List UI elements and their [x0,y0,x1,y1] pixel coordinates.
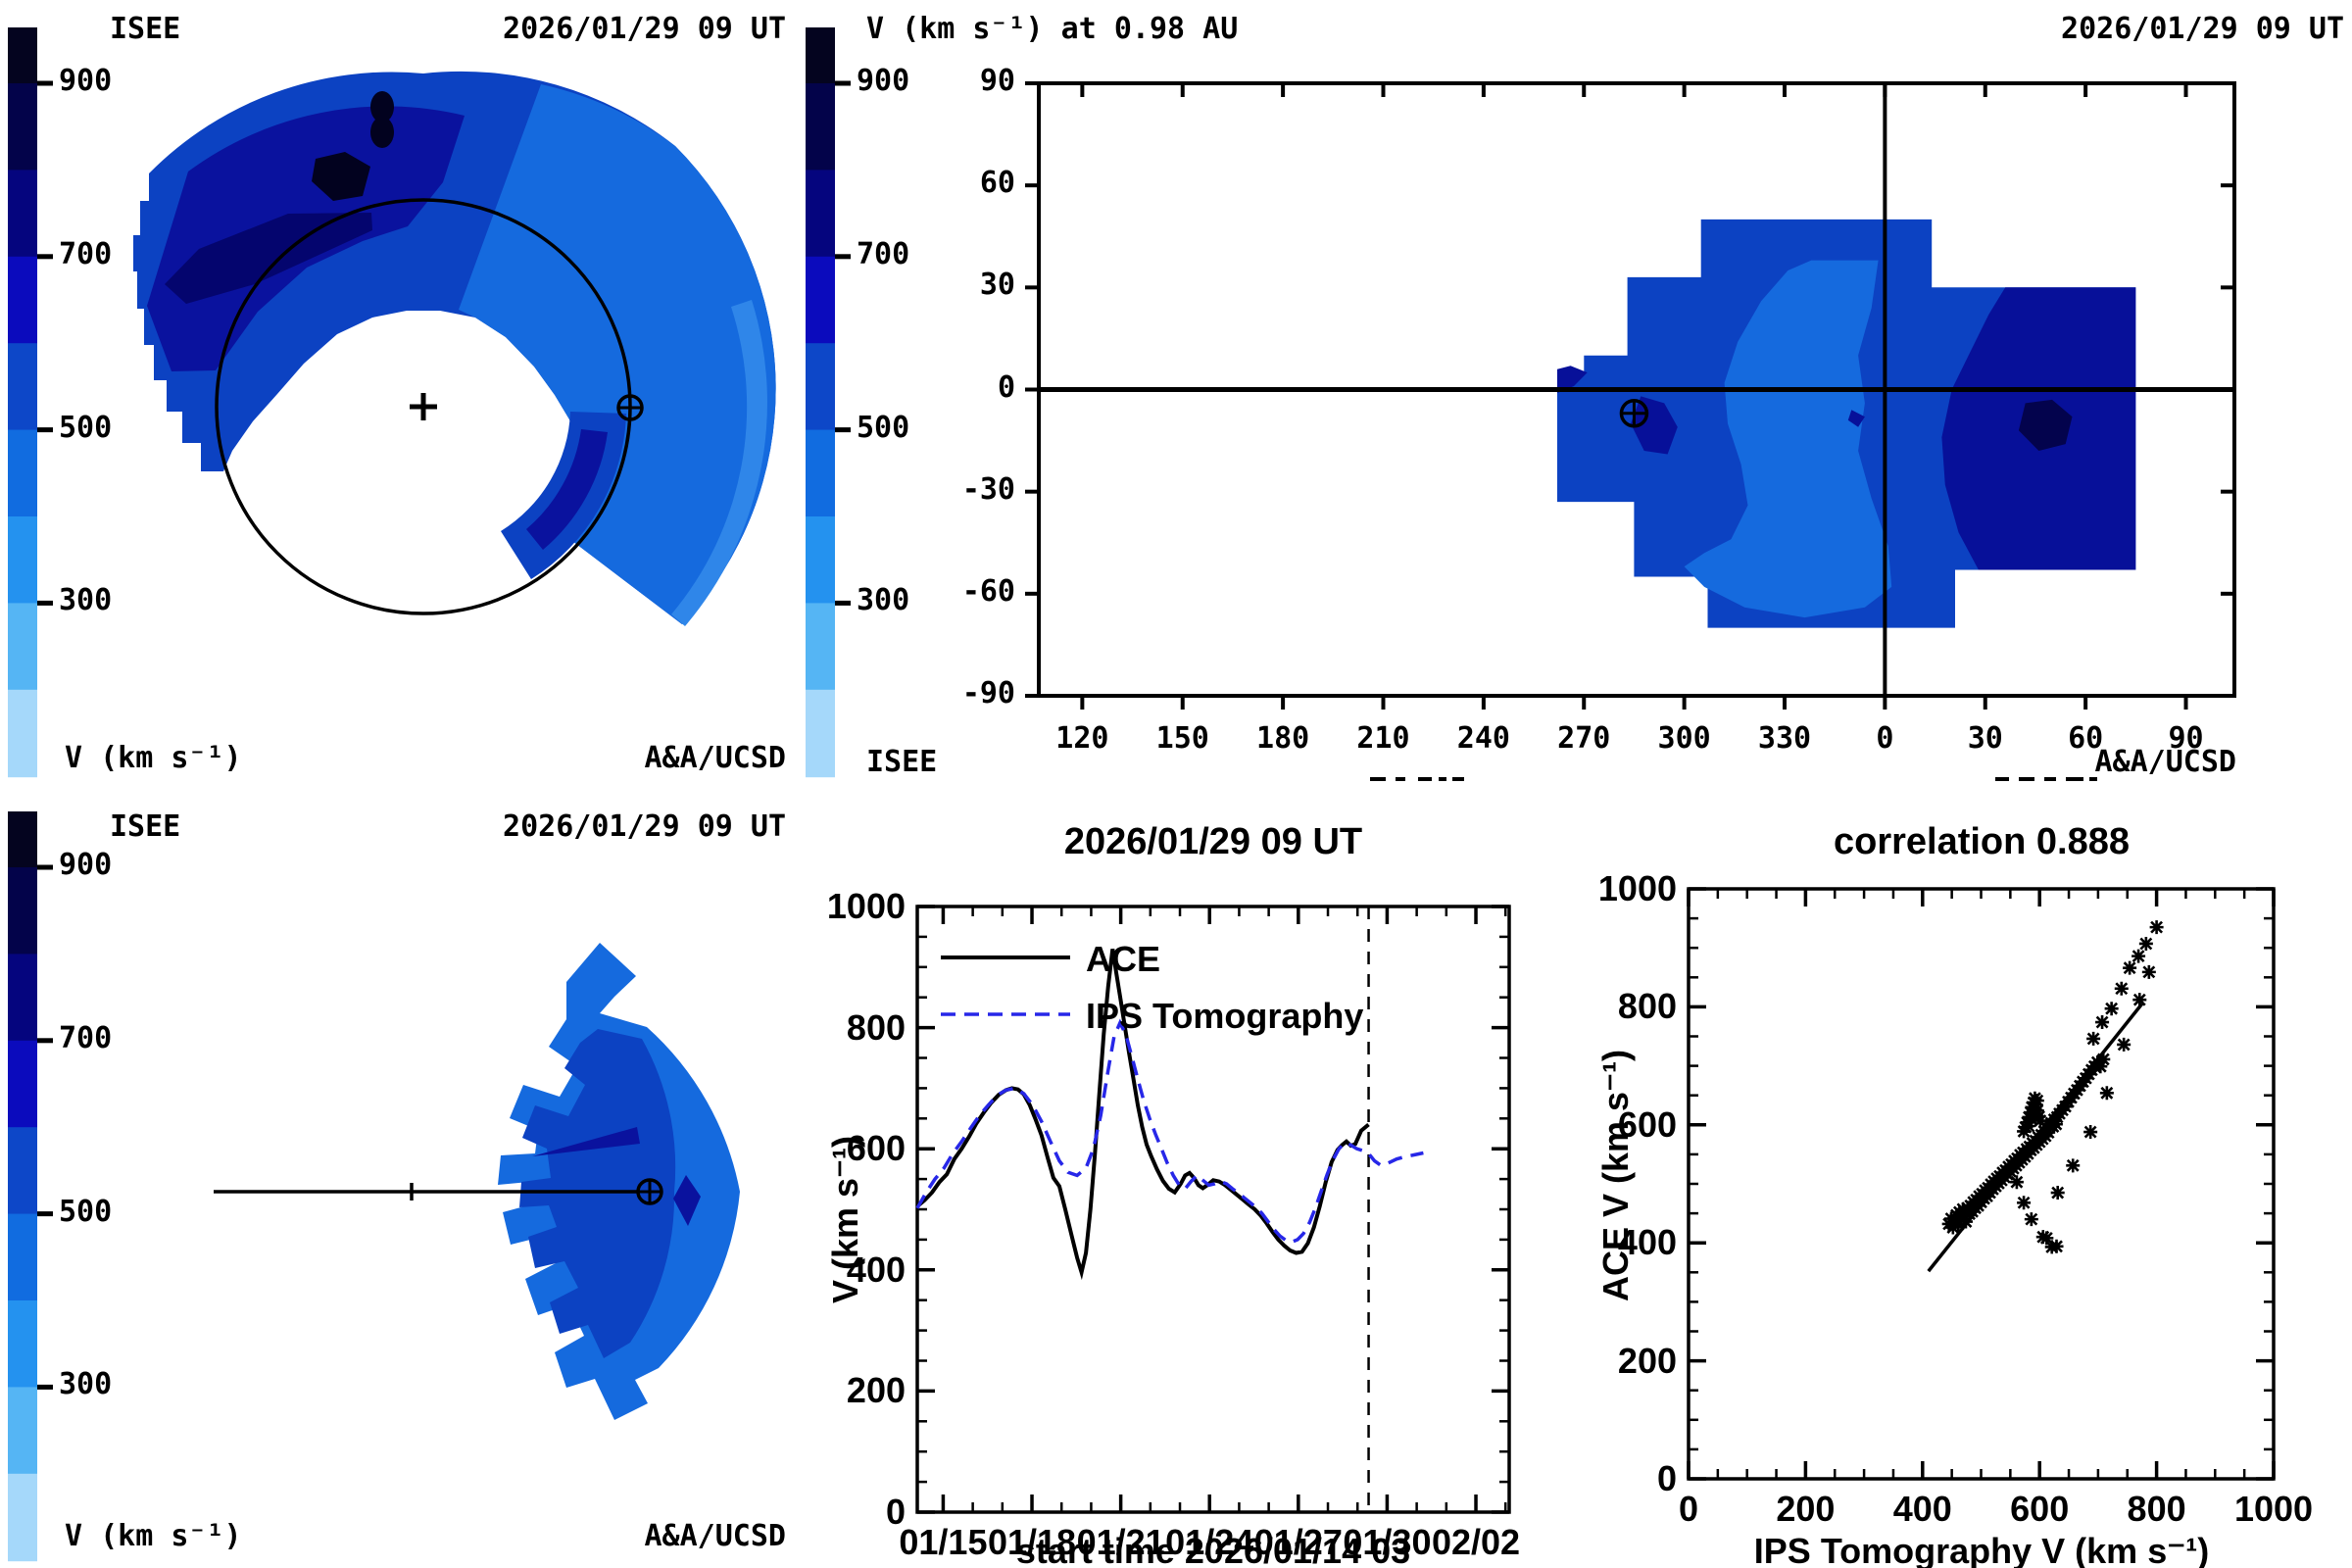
tick-label: 400 [1617,1222,1677,1263]
tick-label: 1000 [2233,1489,2314,1529]
x-axis-label: IPS Tomography V (km s⁻¹) [1753,1531,2210,1568]
legend-item-ace: ACE [1086,939,1161,979]
tick-label: 300 [59,1367,113,1402]
x-axis-label: start time 2026/01/14 03 [1015,1531,1411,1568]
credit-label: A&A/UCSD [2094,745,2237,779]
tick-label: 0 [1876,721,1894,756]
tick-label: 700 [857,236,910,271]
credit-label: A&A/UCSD [644,1519,787,1553]
tick-label: 400 [1892,1489,1952,1529]
tick-label: 210 [1356,721,1410,756]
tick-label: 30 [979,268,1015,303]
tick-label: 01/27 [1253,1522,1343,1562]
source-label: ISEE [110,12,181,46]
tick-label: 300 [857,583,910,618]
tick-label: 400 [846,1249,906,1290]
tick-label: -30 [961,471,1015,507]
tick-label: 900 [59,848,113,882]
tick-label: 60 [979,166,1015,201]
tick-label: 300 [1657,721,1711,756]
tick-label: 02/02 [1431,1522,1521,1562]
tick-label: 60 [2068,721,2104,756]
tick-label: 1000 [826,886,906,926]
tick-label: 200 [846,1370,906,1411]
tick-label: 900 [857,64,910,98]
tick-label: 500 [59,410,113,445]
colorbar-unit-label: V (km s⁻¹) [65,1519,242,1553]
timestamp: 2026/01/29 09 UT [503,12,786,46]
tick-label: 01/30 [1343,1522,1432,1562]
tick-label: 0 [997,369,1015,405]
credit-label: A&A/UCSD [644,741,787,775]
tick-label: -60 [961,573,1015,609]
tick-label: 300 [59,583,113,618]
timestamp: 2026/01/29 09 UT [503,809,786,844]
tick-label: 800 [1617,986,1677,1027]
tick-label: 180 [1256,721,1310,756]
tick-label: 01/24 [1165,1522,1254,1562]
tick-label: 01/21 [1076,1522,1165,1562]
source-label: ISEE [866,745,938,779]
tick-label: 90 [2168,721,2204,756]
tick-label: 1000 [1597,868,1677,908]
tick-label: 01/18 [987,1522,1077,1562]
tick-label: 600 [1617,1103,1677,1145]
tick-label: 01/15 [899,1522,988,1562]
tick-label: 200 [1776,1489,1836,1529]
tick-label: 700 [59,236,113,271]
tick-label: 800 [846,1006,906,1048]
colorbar-unit-label: V (km s⁻¹) [65,741,242,775]
tick-label: 150 [1155,721,1209,756]
tick-label: 270 [1557,721,1611,756]
tick-label: 800 [2127,1489,2186,1529]
tick-label: 600 [846,1128,906,1169]
tick-label: 0 [885,1492,906,1532]
timestamp: 2026/01/29 09 UT [2061,12,2344,46]
map-title: V (km s⁻¹) at 0.98 AU [866,12,1239,46]
tick-label: 0 [1656,1458,1677,1498]
tick-label: 200 [1617,1340,1677,1381]
tick-label: 900 [59,64,113,98]
tick-label: 30 [1967,721,2003,756]
chart-title: correlation 0.888 [1833,821,2131,862]
tick-label: 0 [1678,1489,1699,1529]
source-label: ISEE [110,809,181,844]
tick-label: 600 [2010,1489,2070,1529]
tick-label: 120 [1055,721,1109,756]
legend-item-ips: IPS Tomography [1086,996,1364,1036]
tick-label: 500 [59,1194,113,1229]
tick-label: 500 [857,410,910,445]
tick-label: 700 [59,1020,113,1055]
tick-label: 330 [1757,721,1812,756]
chart-title: 2026/01/29 09 UT [1063,821,1363,862]
tick-label: 240 [1456,721,1510,756]
y-axis-label: ACE V (km s⁻¹) [1595,1049,1636,1301]
tick-label: 90 [979,64,1015,98]
tick-label: -90 [961,676,1015,710]
